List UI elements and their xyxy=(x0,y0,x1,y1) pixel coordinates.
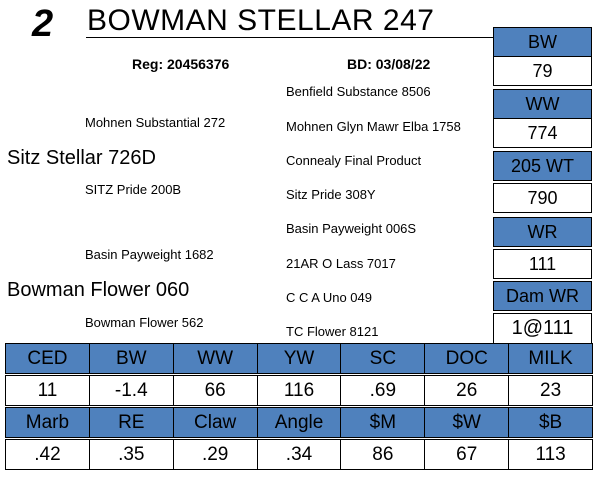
epd-value: .29 xyxy=(172,439,258,470)
epd-header: SC xyxy=(340,343,426,374)
epd-value: 26 xyxy=(424,375,510,406)
pedigree-dds: C C A Uno 049 xyxy=(286,290,372,305)
epd-header: Claw xyxy=(172,407,258,438)
ww-value: 774 xyxy=(493,118,592,148)
birth-date: BD: 03/08/22 xyxy=(347,56,431,72)
bull-name: BOWMAN STELLAR 247 xyxy=(87,4,435,37)
pedigree-dd: Bowman Flower 562 xyxy=(85,315,204,330)
pedigree-ds: Basin Payweight 1682 xyxy=(85,247,214,262)
epd-header: DOC xyxy=(424,343,510,374)
pedigree-dsd: 21AR O Lass 7017 xyxy=(286,256,396,271)
epd-header: $B xyxy=(508,407,594,438)
lot-number: 2 xyxy=(32,3,54,45)
ww-label: WW xyxy=(493,89,592,119)
wr-value: 111 xyxy=(493,249,592,279)
registration-number: Reg: 20456376 xyxy=(132,56,230,72)
epd-value: 86 xyxy=(340,439,426,470)
pedigree-sdd: Sitz Pride 308Y xyxy=(286,187,376,202)
pedigree-sss: Benfield Substance 8506 xyxy=(286,84,431,99)
epd-header: Angle xyxy=(256,407,342,438)
epd-value: 66 xyxy=(172,375,258,406)
pedigree-sd: SITZ Pride 200B xyxy=(85,182,182,197)
epd-value: 67 xyxy=(424,439,510,470)
epd-header-row-2: Marb RE Claw Angle $M $W $B xyxy=(5,407,594,438)
pedigree-ss: Mohnen Substantial 272 xyxy=(85,115,226,130)
epd-value-row-2: .42 .35 .29 .34 86 67 113 xyxy=(5,439,594,470)
damwr-value: 1@111 xyxy=(493,313,592,345)
pedigree-sire: Sitz Stellar 726D xyxy=(7,147,156,169)
pedigree-dss: Basin Payweight 006S xyxy=(286,221,417,236)
epd-value: 116 xyxy=(256,375,342,406)
epd-header: $M xyxy=(340,407,426,438)
epd-value: .69 xyxy=(340,375,426,406)
epd-header: BW xyxy=(88,343,174,374)
epd-value: .34 xyxy=(256,439,342,470)
epd-header: Marb xyxy=(5,407,90,438)
epd-value: 113 xyxy=(508,439,594,470)
epd-value-row-1: 11 -1.4 66 116 .69 26 23 xyxy=(5,375,594,406)
epd-value: -1.4 xyxy=(88,375,174,406)
damwr-label: Dam WR xyxy=(493,281,592,311)
epd-value: 11 xyxy=(5,375,90,406)
pedigree-dam: Bowman Flower 060 xyxy=(7,279,190,301)
epd-header-row-1: CED BW WW YW SC DOC MILK xyxy=(5,343,594,374)
pedigree-sds: Connealy Final Product xyxy=(286,153,422,168)
bw-value: 79 xyxy=(493,56,592,86)
wr-label: WR xyxy=(493,217,592,247)
pedigree-ddd: TC Flower 8121 xyxy=(286,324,379,339)
epd-value: .35 xyxy=(88,439,174,470)
epd-header: RE xyxy=(88,407,174,438)
epd-value: .42 xyxy=(5,439,90,470)
epd-header: $W xyxy=(424,407,510,438)
epd-value: 23 xyxy=(508,375,594,406)
bw-label: BW xyxy=(493,27,592,57)
epd-header: WW xyxy=(172,343,258,374)
wt205-value: 790 xyxy=(493,183,592,213)
epd-header: MILK xyxy=(508,343,594,374)
epd-header: YW xyxy=(256,343,342,374)
wt205-label: 205 WT xyxy=(493,151,592,181)
epd-header: CED xyxy=(5,343,90,374)
pedigree-ssd: Mohnen Glyn Mawr Elba 1758 xyxy=(286,119,461,134)
title-underline xyxy=(86,37,494,38)
